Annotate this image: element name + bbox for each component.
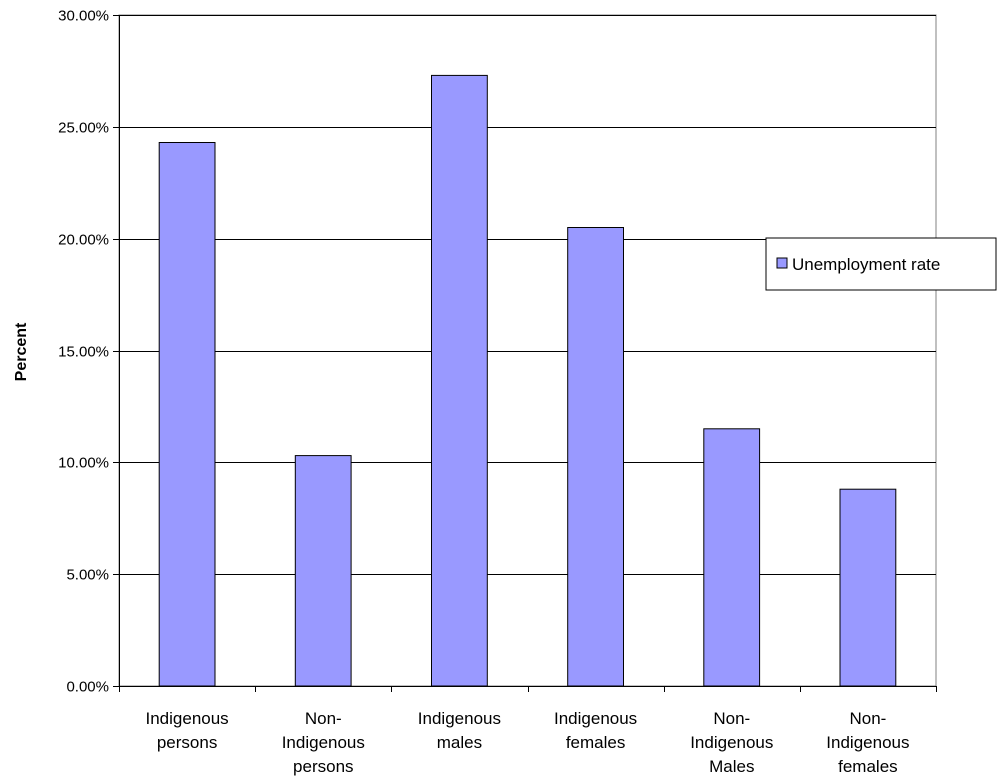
legend-label: Unemployment rate [792,255,940,274]
plot-area-border [118,14,937,687]
gridlines [119,15,936,575]
x-tick-label-line: Indigenous [418,709,501,728]
y-axis-title: Percent [13,322,30,381]
y-tick-label: 20.00% [58,232,109,249]
bar [567,227,625,687]
y-tick-label: 10.00% [58,455,109,472]
y-tick-label: 15.00% [58,344,109,361]
legend-swatch [776,257,788,269]
x-tick-label: Indigenous persons [146,709,229,752]
x-tick-label: Indigenous females [554,709,637,752]
x-tick-label-line: females [566,733,626,752]
bars [158,74,897,687]
bar [703,428,761,687]
y-tick-label: 0.00% [66,679,109,696]
x-tick-label-line: Indigenous [690,733,773,752]
x-tick-label: Non- Indigenous females [826,709,909,776]
x-tick-label-line: Males [709,757,754,776]
x-tick-label-line: females [838,757,898,776]
x-tick-label: Non- Indigenous persons [282,709,365,776]
x-tick-label-line: Non- [713,709,750,728]
x-tick-label-line: Non- [305,709,342,728]
y-tick-label: 30.00% [58,8,109,25]
plot-frame [118,14,937,687]
y-tick-label: 5.00% [66,567,109,584]
x-tick-label-line: persons [157,733,217,752]
legend: Unemployment rate [765,237,997,291]
bar [839,488,897,687]
x-tick-label: Non- Indigenous Males [690,709,773,776]
x-tick-label-line: Indigenous [282,733,365,752]
bar [294,455,352,687]
bar [431,74,488,687]
legend-box [765,237,997,291]
bar [158,142,216,687]
x-tick-label-line: males [437,733,482,752]
x-tick-label-line: Indigenous [146,709,229,728]
y-tick-label: 25.00% [58,120,109,137]
y-tick-labels: 0.00% 5.00% 10.00% 15.00% 20.00% 25.00% 30.00% [58,8,119,696]
x-tick-label-line: Indigenous [554,709,637,728]
x-tick-label-line: Non- [849,709,886,728]
axes [119,15,936,687]
x-tick-label: Indigenous males [418,709,501,752]
x-tick-label-line: persons [293,757,353,776]
x-tick-label-line: Indigenous [826,733,909,752]
